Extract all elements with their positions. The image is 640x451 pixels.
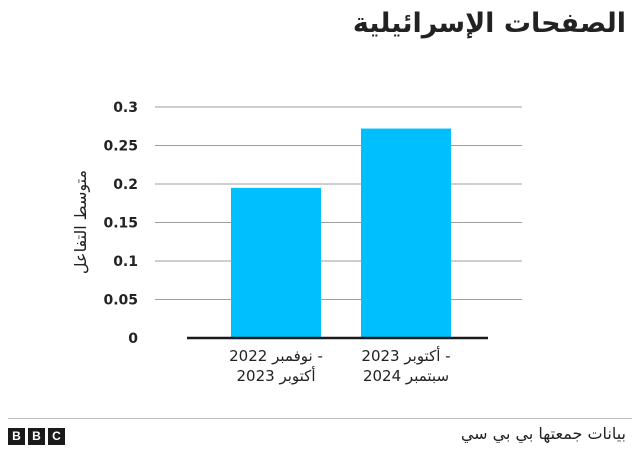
x-tick-label: سبتمبر 2024 [363,367,449,385]
footer-divider [8,418,632,419]
y-tick-label: 0.05 [103,293,138,309]
x-tick-labels: نوفمبر 2022 -أكتوبر 2023 أكتوبر 2023 - سبت… [229,346,450,385]
source-note: بيانات جمعتها بي بي سي [460,424,626,443]
y-tick-label: 0.2 [113,177,138,193]
bbc-logo-letter: B [8,428,25,445]
bar [361,128,451,338]
y-axis-label: متوسط التفاعل [71,170,91,274]
bbc-logo-letter: C [48,428,65,445]
y-tick-labels: 0 0.05 0.1 0.15 0.2 0.25 0.3 [103,100,138,347]
bbc-logo-letter: B [28,428,45,445]
x-tick-label: أكتوبر 2023 [237,366,316,385]
x-tick-label: أكتوبر 2023 - [361,346,450,365]
gridlines [155,106,522,300]
bar-chart: 00.050.10.150.20.250.3 نوفمبر 2022 -أكتو… [71,100,522,385]
x-tick-label: نوفمبر 2022 - [229,347,323,365]
bbc-logo: B B C [8,428,65,445]
y-tick-label: 0.1 [113,254,138,270]
bar [231,187,321,338]
y-tick-label: 0.3 [113,100,138,116]
y-tick-label: 0.25 [103,139,138,155]
bars [231,128,451,338]
chart-title: الصفحات الإسرائيلية [352,8,626,39]
y-tick-label: 0.15 [103,216,138,232]
y-tick-label: 0 [128,331,138,347]
